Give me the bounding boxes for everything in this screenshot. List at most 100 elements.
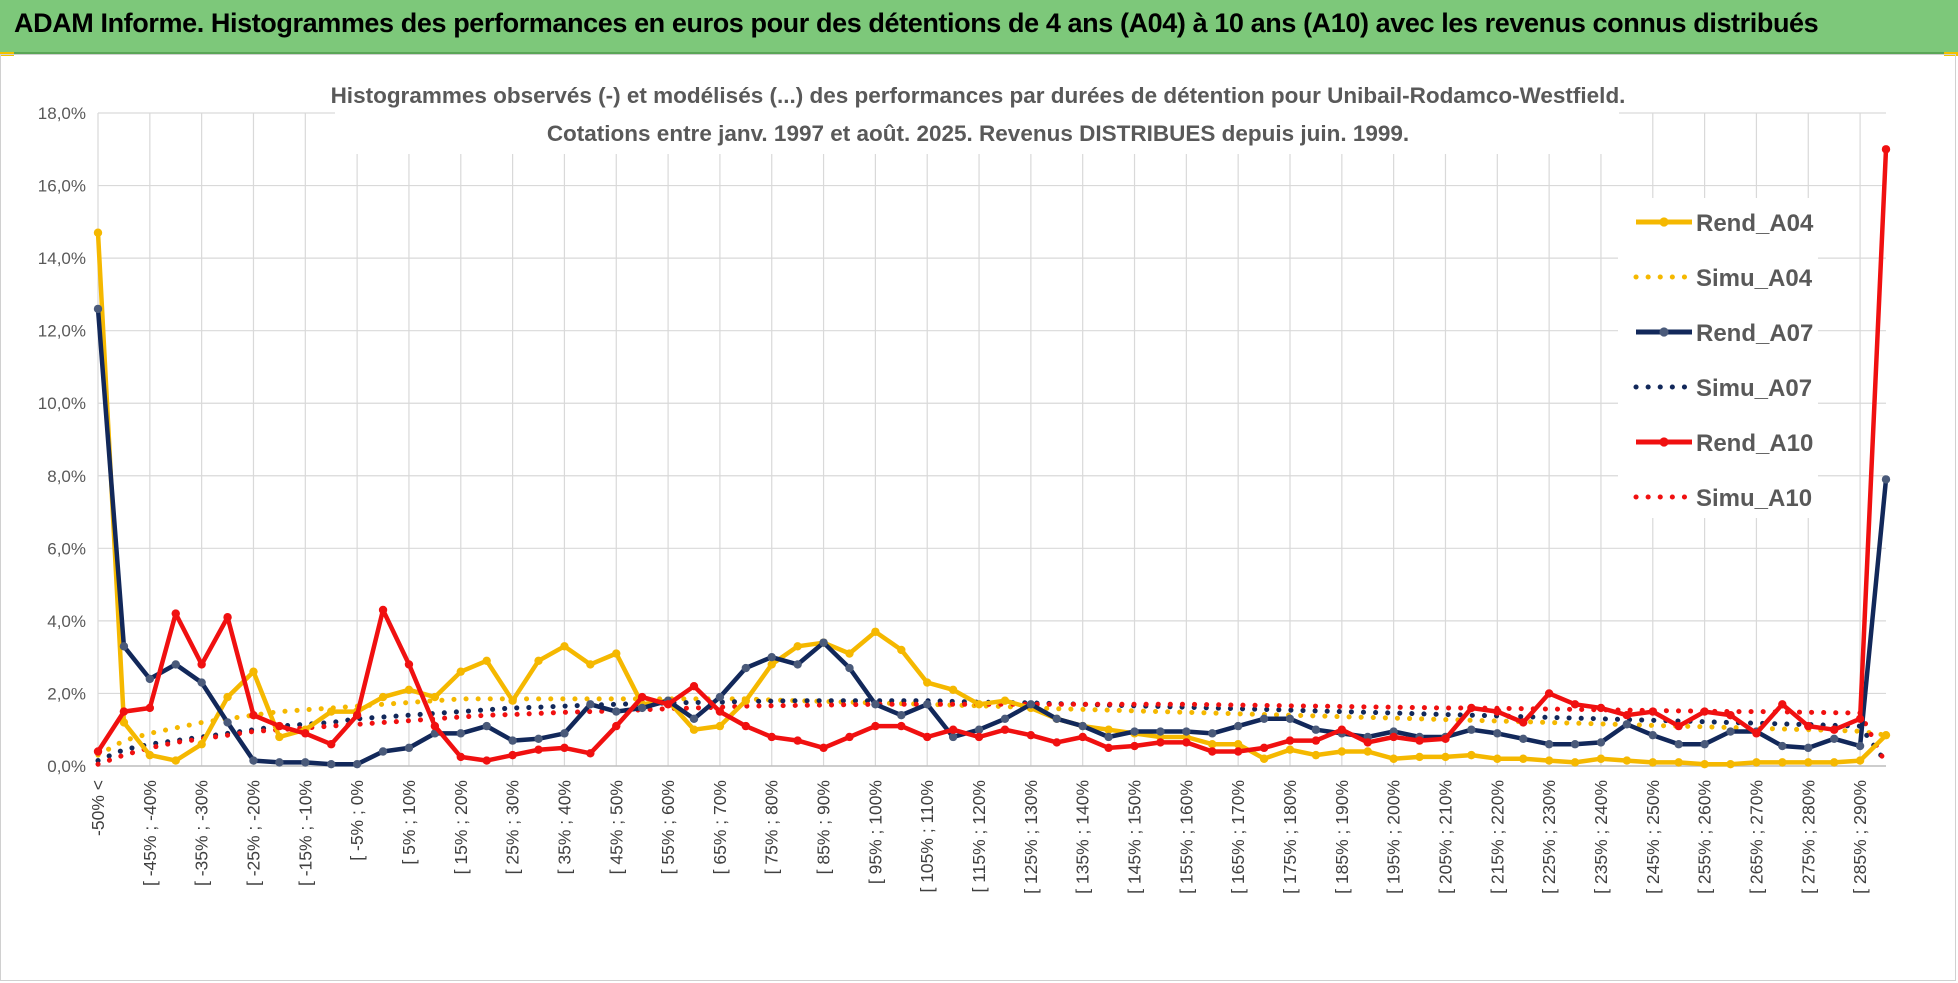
y-axis-ticks: 0,0% 2,0% 4,0% 6,0% 8,0% 10,0% 12,0% 14,0% 16,0%… — [38, 104, 86, 776]
data-point-rend-a07 — [897, 711, 906, 720]
x-tick-label: [ -45% ; -40% — [140, 780, 160, 886]
data-point-rend-a04 — [1596, 754, 1606, 763]
legend-label-simu-a04: Simu_A04 — [1696, 265, 1813, 292]
chart-title-line-1: Histogrammes observés (-) et modélisés (… — [331, 83, 1626, 108]
data-point-rend-a04 — [1389, 754, 1398, 763]
data-point-rend-a07 — [948, 732, 958, 742]
data-point-rend-a07 — [741, 663, 751, 673]
data-point-rend-a04 — [1208, 740, 1217, 749]
data-point-rend-a07 — [93, 304, 103, 314]
data-point-rend-a04 — [1778, 758, 1787, 767]
data-point-rend-a04 — [767, 660, 776, 669]
data-point-rend-a04 — [1233, 740, 1243, 749]
data-point-rend-a10 — [1415, 736, 1424, 745]
data-point-rend-a04 — [1829, 758, 1839, 767]
data-point-rend-a07 — [378, 747, 388, 756]
data-point-rend-a07 — [1544, 740, 1554, 749]
data-point-rend-a07 — [1182, 727, 1191, 736]
x-tick-label: [ 285% ; 290% — [1850, 780, 1870, 894]
data-point-rend-a04 — [223, 692, 232, 702]
data-point-rend-a04 — [1000, 696, 1010, 705]
data-point-rend-a10 — [1311, 736, 1321, 745]
data-point-rend-a04 — [1519, 754, 1528, 763]
data-point-rend-a07 — [1519, 734, 1528, 743]
data-point-rend-a10 — [689, 681, 699, 691]
data-point-rend-a10 — [1804, 721, 1813, 731]
series-line-rend-a04 — [95, 232, 1888, 767]
y-tick-label: 8,0% — [47, 467, 86, 486]
x-tick-label: [ -35% ; -30% — [192, 780, 212, 886]
data-point-rend-a10 — [1726, 711, 1735, 720]
data-point-rend-a04 — [741, 696, 751, 705]
data-point-rend-a10 — [948, 725, 958, 734]
legend-marker-rend-a04 — [1659, 217, 1669, 227]
data-point-rend-a10 — [1130, 741, 1139, 751]
data-point-rend-a10 — [1441, 734, 1450, 743]
data-point-rend-a10 — [663, 700, 673, 709]
x-tick-label: [ 135% ; 140% — [1073, 780, 1093, 894]
data-point-rend-a10 — [715, 707, 725, 716]
x-tick-label: [ 165% ; 170% — [1228, 780, 1248, 894]
data-point-rend-a10 — [1363, 738, 1372, 747]
data-point-rend-a10 — [1026, 730, 1036, 740]
data-point-rend-a07 — [1233, 721, 1243, 731]
data-point-rend-a07 — [119, 642, 129, 651]
data-point-rend-a07 — [1881, 475, 1891, 484]
title-banner: ADAM Informe. Histogrammes des performan… — [0, 0, 1958, 54]
data-point-rend-a10 — [327, 740, 336, 749]
data-point-rend-a10 — [119, 707, 129, 716]
series-line-simu-a10 — [95, 701, 1889, 767]
data-point-rend-a10 — [275, 721, 284, 731]
data-point-rend-a04 — [845, 649, 854, 658]
data-point-rend-a04 — [534, 656, 543, 665]
x-tick-label: [ 125% ; 130% — [1021, 780, 1041, 894]
data-point-rend-a04 — [923, 678, 932, 687]
data-point-rend-a10 — [1855, 714, 1865, 724]
data-point-rend-a07 — [352, 759, 362, 769]
legend: Rend_A04 Simu_A04 Rend_A07 Simu_A07 Rend_A10… — [1618, 198, 1818, 518]
data-point-rend-a10 — [819, 743, 828, 753]
legend-background — [1618, 198, 1818, 518]
series-line-simu-a04 — [95, 696, 1889, 758]
data-point-rend-a07 — [1104, 732, 1113, 742]
data-point-rend-a10 — [1829, 725, 1839, 734]
data-point-rend-a07 — [1026, 700, 1036, 709]
data-point-rend-a10 — [430, 721, 440, 731]
data-point-rend-a07 — [1778, 741, 1787, 751]
data-point-rend-a10 — [1337, 725, 1347, 734]
chart-title-line-2: Cotations entre janv. 1997 et août. 2025… — [547, 121, 1409, 146]
data-point-rend-a10 — [793, 736, 802, 745]
data-point-rend-a07 — [1078, 721, 1087, 731]
data-point-rend-a07 — [482, 721, 491, 731]
y-tick-label: 18,0% — [38, 104, 86, 123]
legend-label-simu-a10: Simu_A10 — [1696, 485, 1812, 512]
data-point-rend-a07 — [1674, 740, 1683, 749]
data-point-rend-a07 — [974, 725, 984, 734]
x-tick-label: [ 85% ; 90% — [814, 780, 834, 874]
data-point-rend-a07 — [1648, 730, 1657, 740]
x-tick-label: [ -5% ; 0% — [347, 780, 367, 861]
data-point-rend-a04 — [1674, 758, 1683, 767]
data-point-rend-a07 — [1804, 743, 1813, 753]
x-tick-label: [ -15% ; -10% — [295, 780, 315, 886]
data-point-rend-a07 — [767, 652, 776, 662]
x-tick-label: [ 25% ; 30% — [503, 780, 523, 874]
data-point-rend-a10 — [1544, 689, 1554, 698]
data-point-rend-a07 — [612, 707, 621, 716]
data-point-rend-a07 — [845, 663, 854, 673]
data-point-rend-a07 — [689, 714, 699, 724]
data-point-rend-a04 — [715, 721, 725, 731]
y-tick-label: 0,0% — [47, 757, 86, 776]
data-point-rend-a04 — [93, 228, 103, 237]
data-point-rend-a10 — [923, 732, 932, 742]
data-point-rend-a10 — [1752, 729, 1761, 738]
data-point-rend-a10 — [301, 729, 310, 738]
x-tick-label: [ 15% ; 20% — [451, 780, 471, 874]
data-point-rend-a10 — [1648, 707, 1657, 716]
chart-frame — [0, 54, 1956, 981]
data-point-rend-a04 — [1648, 758, 1657, 767]
legend-label-rend-a07: Rend_A07 — [1696, 320, 1813, 347]
x-tick-label: [ 65% ; 70% — [710, 780, 730, 874]
data-point-rend-a10 — [1104, 743, 1113, 753]
data-point-rend-a10 — [1156, 738, 1165, 747]
